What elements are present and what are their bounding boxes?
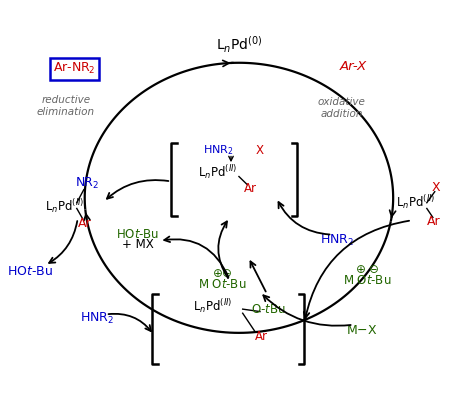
Text: X: X [256,144,264,157]
Text: L$_n$Pd$^{(II)}$: L$_n$Pd$^{(II)}$ [45,197,84,215]
Text: Ar-X: Ar-X [340,61,367,73]
Text: $\oplus$$\ominus$: $\oplus$$\ominus$ [212,267,233,280]
Text: NR$_2$: NR$_2$ [75,176,99,191]
Text: M O$t$-Bu: M O$t$-Bu [343,274,392,287]
Text: HNR$_2$: HNR$_2$ [203,143,233,157]
Text: O-$t$Bu: O-$t$Bu [251,303,285,316]
Text: HO$t$-Bu: HO$t$-Bu [116,228,159,241]
Text: reductive
elimination: reductive elimination [37,94,95,117]
Text: Ar: Ar [78,217,91,229]
Text: HO$t$-Bu: HO$t$-Bu [7,265,53,278]
Text: L$_n$Pd$^{(II)}$: L$_n$Pd$^{(II)}$ [198,164,237,181]
Text: L$_n$Pd$^{(II)}$: L$_n$Pd$^{(II)}$ [193,297,233,315]
Text: oxidative
addition: oxidative addition [318,96,366,119]
Text: HNR$_2$: HNR$_2$ [80,311,113,326]
Text: Ar-NR$_2$: Ar-NR$_2$ [53,61,96,77]
Text: HNR$_2$: HNR$_2$ [320,233,354,248]
Text: $\oplus$ $\ominus$: $\oplus$ $\ominus$ [355,263,380,276]
Text: L$_n$Pd$^{(II)}$: L$_n$Pd$^{(II)}$ [395,193,435,211]
Text: Ar: Ar [255,330,268,344]
Text: M O$t$-Bu: M O$t$-Bu [199,278,247,291]
Text: + MX: + MX [122,239,154,251]
Text: X: X [432,181,440,194]
Text: L$_n$Pd$^{(0)}$: L$_n$Pd$^{(0)}$ [216,34,262,54]
Text: Ar: Ar [244,182,257,195]
Text: M$-$X: M$-$X [346,324,377,337]
Text: Ar: Ar [427,215,441,228]
